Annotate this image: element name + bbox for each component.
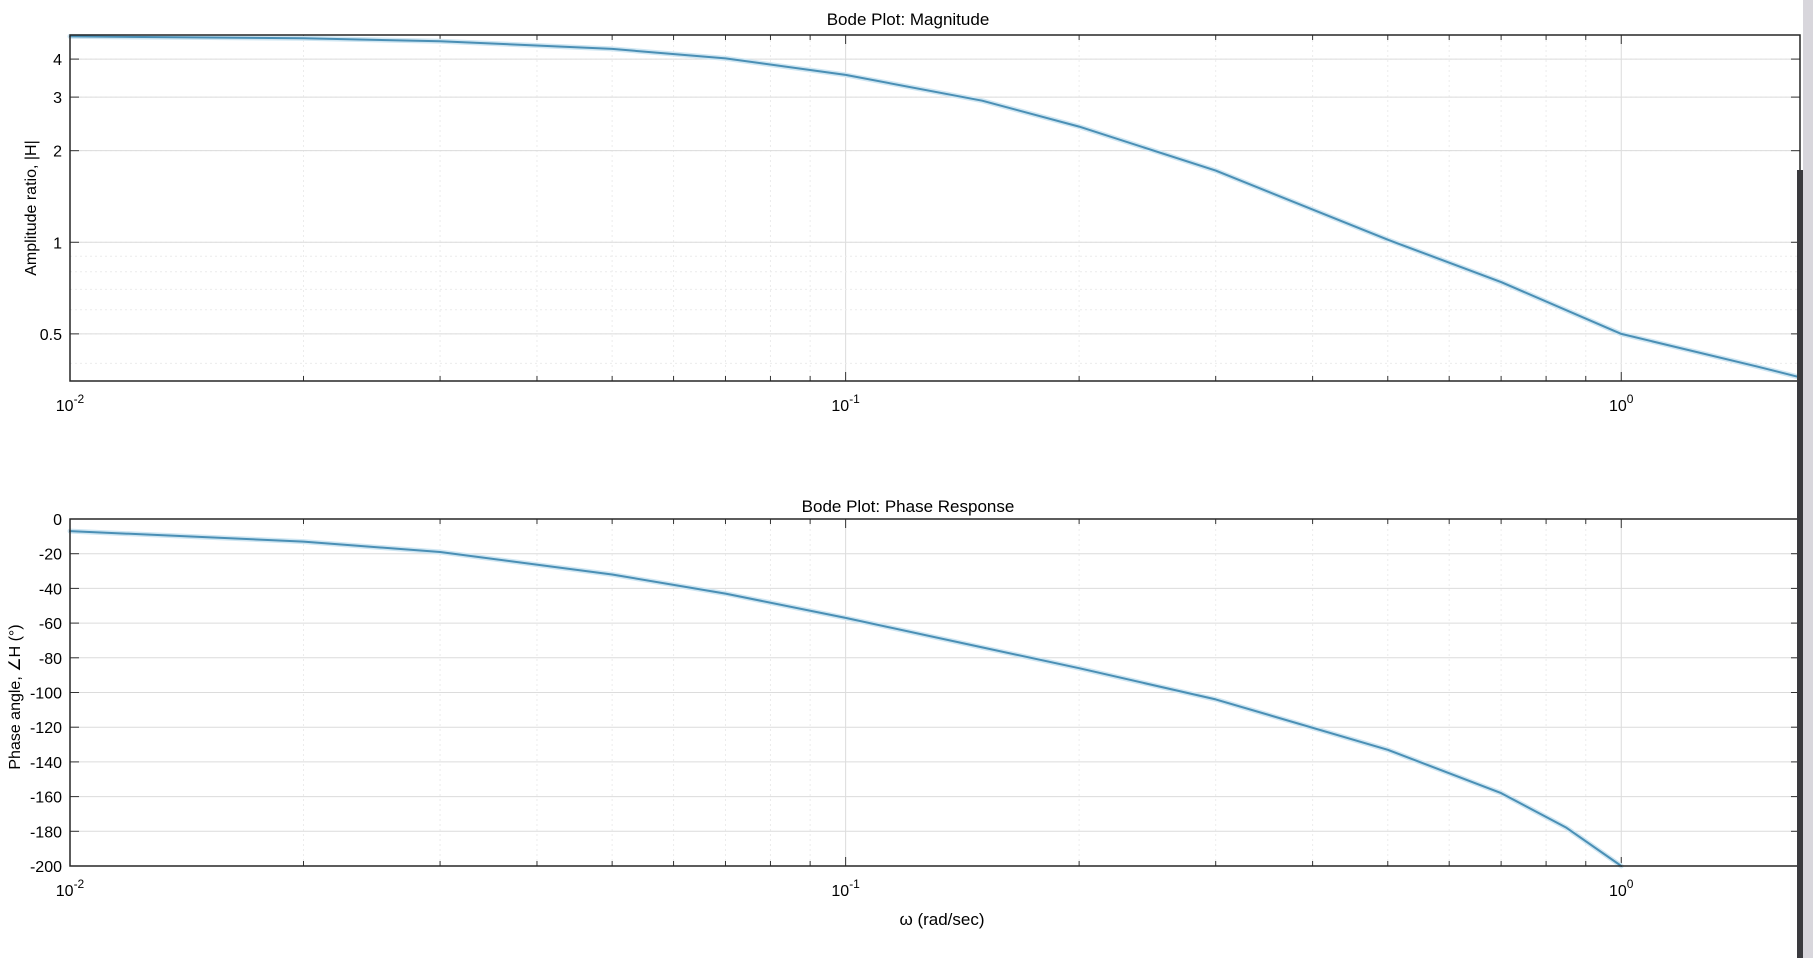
x-tick-label: 10-2 (56, 392, 85, 415)
y-tick-label: 0.5 (40, 327, 62, 344)
magnitude-title: Bode Plot: Magnitude (827, 10, 990, 29)
magnitude-plot: 0.5 1 2 3 4 10-2 10-1 100 Bode Plot: Magnitude Am… (23, 10, 1803, 415)
y-tick-label: -140 (30, 755, 62, 772)
y-tick-label: -80 (39, 651, 62, 668)
plot-area (70, 35, 1800, 381)
x-tick-label: 10-2 (56, 877, 85, 900)
y-tick-label: -200 (30, 859, 62, 876)
y-tick-label: 1 (53, 235, 62, 252)
x-tick-label: 10-1 (831, 392, 860, 415)
phase-title: Bode Plot: Phase Response (802, 497, 1015, 516)
window-scrollbar[interactable] (1797, 170, 1803, 958)
series-line (69, 35, 1801, 379)
y-tick-label: -120 (30, 720, 62, 737)
y-tick-label: 4 (53, 52, 62, 69)
window-edge (1803, 0, 1813, 958)
series-line (69, 530, 1623, 867)
magnitude-ylabel: Amplitude ratio, |H| (23, 140, 40, 275)
y-tick-label: -160 (30, 790, 62, 807)
y-tick-label: -100 (30, 686, 62, 703)
y-tick-label: -180 (30, 824, 62, 841)
y-tick-label: -20 (39, 547, 62, 564)
x-tick-label: 100 (1609, 392, 1634, 415)
y-tick-label: 2 (53, 144, 62, 161)
y-tick-label: 3 (53, 90, 62, 107)
y-tick-label: 0 (53, 512, 62, 529)
x-tick-label: 10-1 (831, 877, 860, 900)
phase-plot: 0-20-40-60-80-100-120-140-160-180-20010-… (7, 497, 1801, 929)
y-tick-label: -40 (39, 581, 62, 598)
phase-ylabel: Phase angle, ∠H (°) (7, 624, 24, 769)
y-tick-label: -60 (39, 616, 62, 633)
x-tick-label: 100 (1609, 877, 1634, 900)
phase-xlabel: ω (rad/sec) (899, 910, 984, 929)
